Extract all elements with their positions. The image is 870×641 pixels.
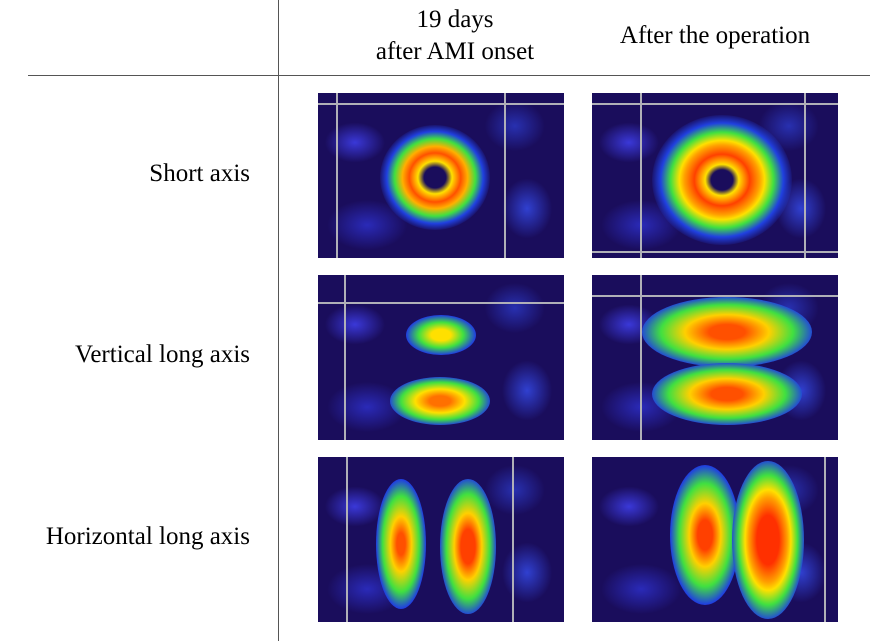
row-label-short-axis: Short axis bbox=[149, 160, 250, 187]
row-label-vertical-long-axis: Vertical long axis bbox=[75, 341, 250, 368]
row-label-horizontal-long-axis: Horizontal long axis bbox=[45, 523, 250, 550]
spect-horizontal-long-axis-after-operation bbox=[592, 457, 838, 622]
header-divider bbox=[28, 75, 870, 76]
column-divider bbox=[278, 0, 279, 641]
spect-short-axis-after-operation bbox=[592, 93, 838, 258]
spect-horizontal-long-axis-19-days bbox=[318, 457, 564, 622]
header-line: after AMI onset bbox=[375, 38, 535, 65]
spect-short-axis-19-days bbox=[318, 93, 564, 258]
column-header-19-days: 19 days after AMI onset bbox=[330, 4, 580, 68]
header-line: 19 days bbox=[416, 6, 494, 33]
column-header-after-operation: After the operation bbox=[590, 20, 840, 52]
spect-vertical-long-axis-after-operation bbox=[592, 275, 838, 440]
spect-vertical-long-axis-19-days bbox=[318, 275, 564, 440]
header-line: After the operation bbox=[619, 22, 811, 49]
